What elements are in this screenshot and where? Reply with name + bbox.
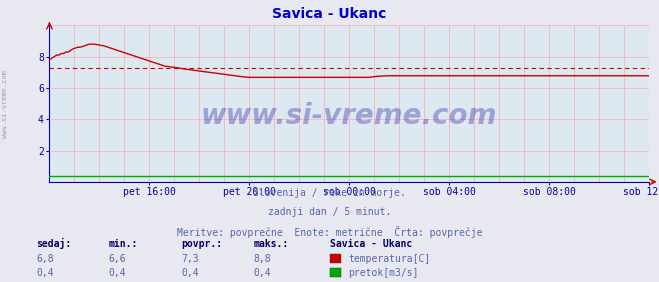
Text: temperatura[C]: temperatura[C] (348, 254, 430, 264)
Text: Savica - Ukanc: Savica - Ukanc (272, 7, 387, 21)
Text: www.si-vreme.com: www.si-vreme.com (2, 70, 9, 138)
Text: 8,8: 8,8 (254, 254, 272, 264)
Text: min.:: min.: (109, 239, 138, 249)
Text: maks.:: maks.: (254, 239, 289, 249)
Text: Meritve: povprečne  Enote: metrične  Črta: povprečje: Meritve: povprečne Enote: metrične Črta:… (177, 226, 482, 238)
Text: 0,4: 0,4 (254, 268, 272, 278)
Text: povpr.:: povpr.: (181, 239, 222, 249)
Text: 0,4: 0,4 (181, 268, 199, 278)
Text: pretok[m3/s]: pretok[m3/s] (348, 268, 418, 278)
Text: Slovenija / reke in morje.: Slovenija / reke in morje. (253, 188, 406, 197)
Text: 7,3: 7,3 (181, 254, 199, 264)
Text: sedaj:: sedaj: (36, 238, 71, 249)
Text: zadnji dan / 5 minut.: zadnji dan / 5 minut. (268, 207, 391, 217)
Text: Savica - Ukanc: Savica - Ukanc (330, 239, 412, 249)
Text: 6,8: 6,8 (36, 254, 54, 264)
Text: 0,4: 0,4 (109, 268, 127, 278)
Text: 0,4: 0,4 (36, 268, 54, 278)
Text: www.si-vreme.com: www.si-vreme.com (201, 102, 498, 130)
Text: 6,6: 6,6 (109, 254, 127, 264)
